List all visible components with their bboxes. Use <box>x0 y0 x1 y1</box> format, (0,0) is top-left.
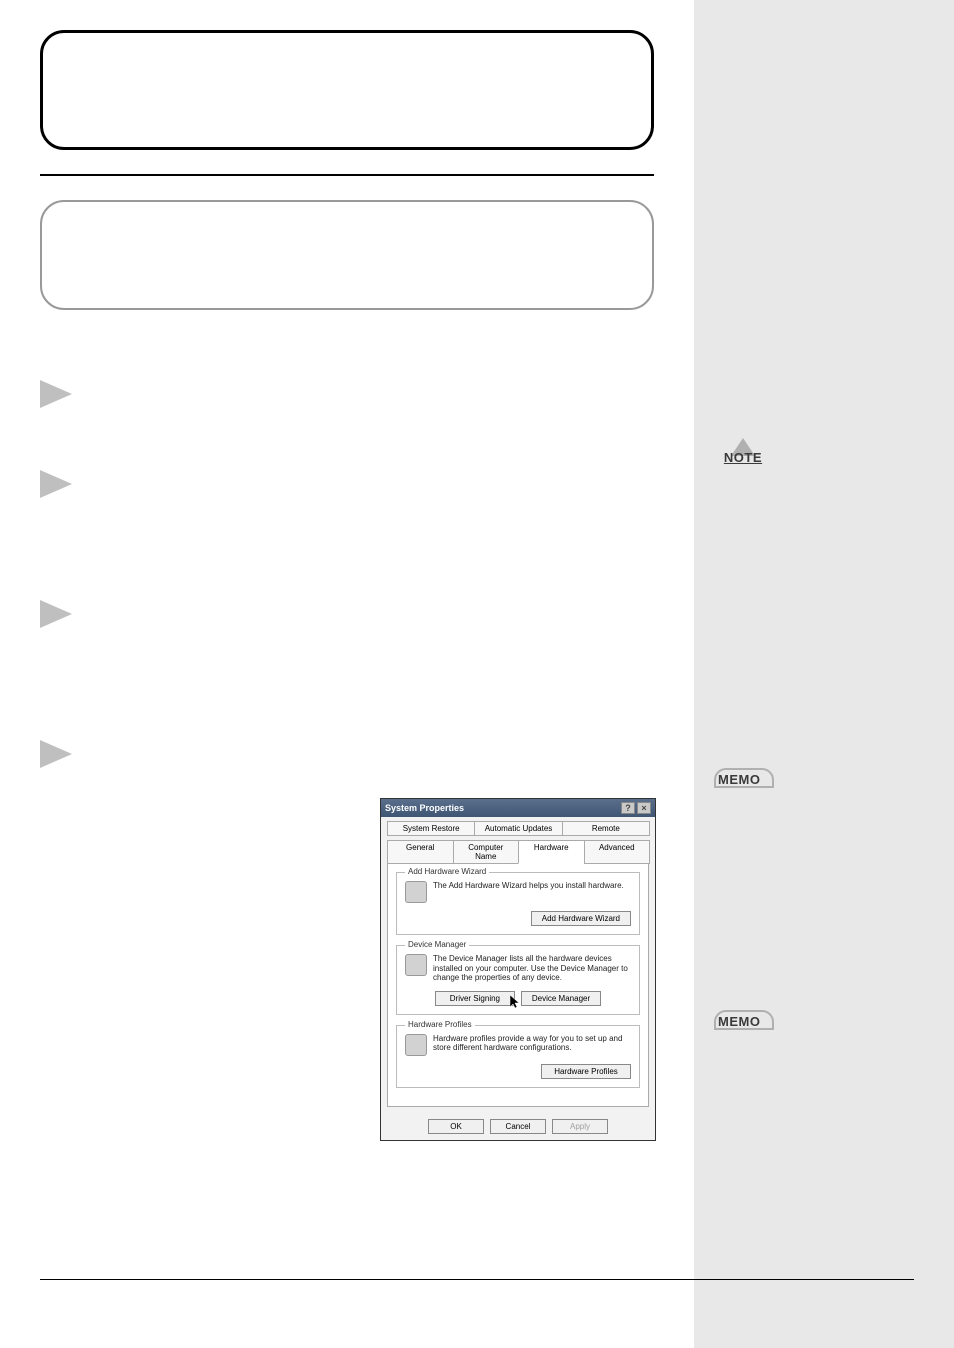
section-rule <box>40 174 654 176</box>
intro-box <box>40 200 654 310</box>
tab-remote[interactable]: Remote <box>562 821 650 836</box>
tab-system-restore[interactable]: System Restore <box>387 821 475 836</box>
page-content <box>0 0 694 1348</box>
memo-label: MEMO <box>718 772 761 787</box>
group-text: Hardware profiles provide a way for you … <box>433 1034 631 1053</box>
group-hardware-profiles: Hardware Profiles Hardware profiles prov… <box>396 1025 640 1088</box>
step-4 <box>40 738 654 768</box>
group-device-manager: Device Manager The Device Manager lists … <box>396 945 640 1015</box>
tab-body-hardware: Add Hardware Wizard The Add Hardware Wiz… <box>387 863 649 1107</box>
tab-hardware[interactable]: Hardware <box>518 840 585 864</box>
group-label: Hardware Profiles <box>405 1020 475 1029</box>
step-3 <box>40 598 654 628</box>
step-arrow-icon <box>40 470 72 498</box>
note-icon: NOTE <box>718 438 768 476</box>
group-text: The Device Manager lists all the hardwar… <box>433 954 631 983</box>
step-arrow-icon <box>40 740 72 768</box>
apply-button[interactable]: Apply <box>552 1119 608 1134</box>
group-label: Add Hardware Wizard <box>405 867 489 876</box>
hardware-wizard-icon <box>405 881 427 903</box>
dialog-footer: OK Cancel Apply <box>381 1113 655 1140</box>
hardware-profiles-button[interactable]: Hardware Profiles <box>541 1064 631 1079</box>
memo-icon: MEMO <box>714 768 784 804</box>
footer-rule <box>40 1279 914 1280</box>
ok-button[interactable]: OK <box>428 1119 484 1134</box>
step-arrow-icon <box>40 600 72 628</box>
driver-signing-button[interactable]: Driver Signing <box>435 991 515 1006</box>
tab-advanced[interactable]: Advanced <box>584 840 651 864</box>
tab-general[interactable]: General <box>387 840 454 864</box>
cancel-button[interactable]: Cancel <box>490 1119 546 1134</box>
dialog-titlebar[interactable]: System Properties ? × <box>381 799 655 817</box>
memo-label: MEMO <box>718 1014 761 1029</box>
tabs-row-top: System Restore Automatic Updates Remote <box>381 817 655 836</box>
memo-icon: MEMO <box>714 1010 784 1046</box>
device-manager-icon <box>405 954 427 976</box>
tabs-row-bottom: General Computer Name Hardware Advanced <box>381 836 655 864</box>
group-text: The Add Hardware Wizard helps you instal… <box>433 881 631 891</box>
step-2 <box>40 468 654 498</box>
header-box <box>40 30 654 150</box>
step-arrow-icon <box>40 380 72 408</box>
close-button[interactable]: × <box>637 802 651 814</box>
group-add-hardware: Add Hardware Wizard The Add Hardware Wiz… <box>396 872 640 935</box>
add-hardware-wizard-button[interactable]: Add Hardware Wizard <box>531 911 631 926</box>
device-manager-button[interactable]: Device Manager <box>521 991 601 1006</box>
tab-computer-name[interactable]: Computer Name <box>453 840 520 864</box>
hardware-profiles-icon <box>405 1034 427 1056</box>
system-properties-dialog: System Properties ? × System Restore Aut… <box>380 798 656 1141</box>
step-1 <box>40 378 654 408</box>
dialog-title: System Properties <box>385 803 464 813</box>
sidebar <box>694 0 954 1348</box>
note-label: NOTE <box>724 450 762 465</box>
help-button[interactable]: ? <box>621 802 635 814</box>
group-label: Device Manager <box>405 940 469 949</box>
tab-automatic-updates[interactable]: Automatic Updates <box>474 821 562 836</box>
